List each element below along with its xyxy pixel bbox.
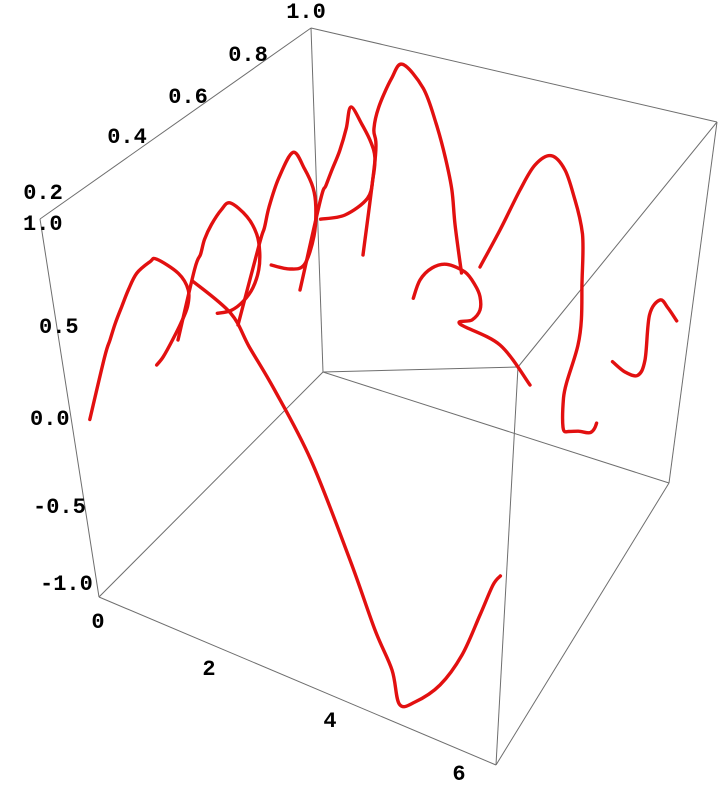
- svg-text:4: 4: [323, 709, 336, 734]
- svg-text:-1.0: -1.0: [40, 572, 93, 597]
- svg-text:2: 2: [202, 657, 215, 682]
- svg-text:1.0: 1.0: [286, 0, 326, 25]
- svg-text:0.8: 0.8: [228, 43, 268, 68]
- svg-text:0.5: 0.5: [39, 315, 79, 340]
- svg-text:0.2: 0.2: [23, 181, 63, 206]
- svg-text:0.0: 0.0: [30, 407, 70, 432]
- svg-text:6: 6: [452, 762, 465, 786]
- svg-text:-0.5: -0.5: [33, 495, 86, 520]
- svg-text:0.4: 0.4: [107, 125, 147, 150]
- svg-text:1.0: 1.0: [23, 212, 63, 237]
- svg-text:0.6: 0.6: [168, 85, 208, 110]
- svg-text:0: 0: [91, 610, 104, 635]
